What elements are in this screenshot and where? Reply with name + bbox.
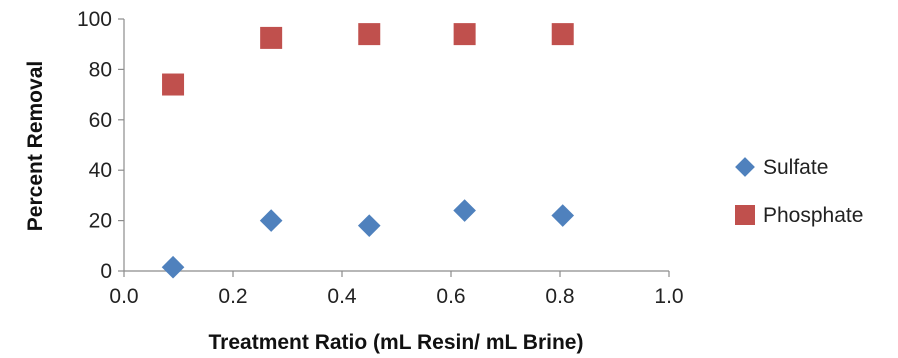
y-tick-label: 20 [89,210,112,233]
legend-item-sulfate[interactable]: Sulfate [735,156,828,179]
x-axis-title: Treatment Ratio (mL Resin/ mL Brine) [209,331,584,354]
legend[interactable]: Sulfate Phosphate [735,156,863,227]
x-tick-label: 0.4 [327,285,357,308]
x-tick-label: 0.8 [545,285,574,308]
x-tick-label: 0.6 [436,285,465,308]
y-axis-title: Percent Removal [24,61,47,231]
x-tick-label: 0.2 [218,285,247,308]
y-tick-label: 60 [89,109,112,132]
phosphate-point [260,26,283,49]
legend-marker-phosphate [735,205,755,225]
x-tick-label: 0.0 [109,285,138,308]
sulfate-point [551,204,575,227]
legend-label-phosphate: Phosphate [763,204,863,227]
sulfate-point [161,255,185,279]
y-tick-label: 40 [89,159,112,182]
y-tick-label: 0 [100,260,112,283]
y-tick-label: 100 [77,8,112,31]
sulfate-point [357,214,381,237]
phosphate-point [358,23,381,46]
phosphate-point [162,73,185,96]
x-tick-label: 1.0 [654,285,683,308]
sulfate-point [259,209,283,232]
legend-label-sulfate: Sulfate [763,156,828,179]
y-tick-label: 80 [89,58,112,81]
data-points [161,23,575,279]
legend-item-phosphate[interactable]: Phosphate [735,204,863,227]
sulfate-point [453,199,476,222]
axes [123,19,669,272]
ticks: 0 20 40 60 80 100 0.0 0.2 0.4 0.6 0.8 1.0 [77,8,684,308]
phosphate-point [453,23,476,46]
phosphate-point [551,23,574,46]
legend-marker-sulfate [735,157,755,177]
